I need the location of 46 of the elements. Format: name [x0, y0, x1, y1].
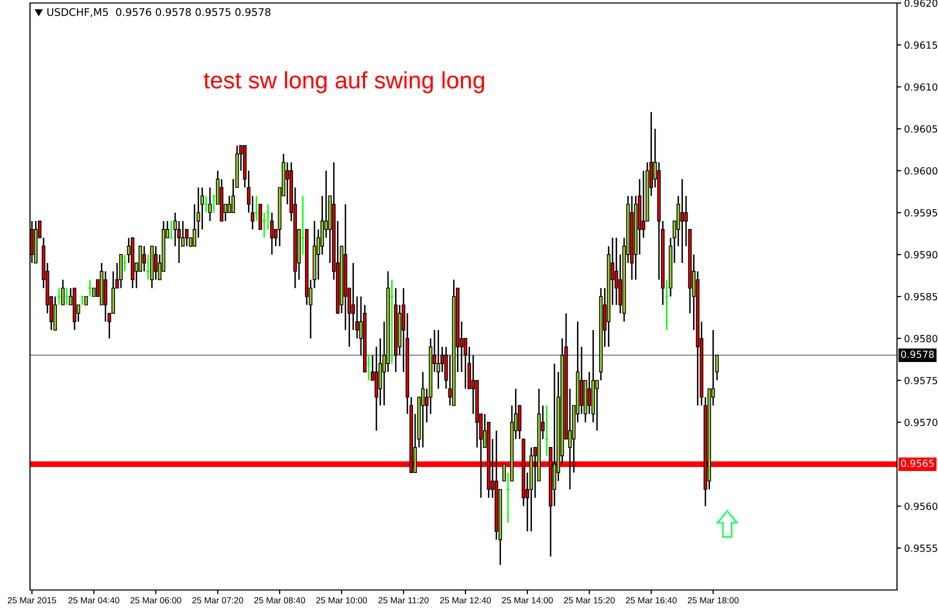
candlestick: [208, 186, 212, 222]
candlestick: [588, 371, 592, 415]
y-tick-label: 0.9560: [904, 502, 938, 510]
y-tick-label: 0.9575: [904, 376, 938, 384]
ref-line-label: 0.9578: [901, 350, 934, 358]
x-tick-label: 25 Mar 2015: [8, 597, 56, 604]
y-tick-label: 0.9615: [904, 41, 938, 49]
candlestick: [680, 178, 684, 264]
y-tick-label: 0.9585: [904, 292, 938, 300]
candlestick: [142, 245, 146, 272]
candlestick: [61, 279, 65, 306]
candlestick: [270, 212, 274, 256]
candlestick: [642, 170, 646, 238]
x-tick-label: 25 Mar 11:20: [378, 597, 429, 604]
x-tick-label: 25 Mar 10:00: [316, 597, 368, 604]
candlestick: [436, 329, 440, 390]
candlestick: [366, 354, 371, 382]
x-tick-label: 25 Mar 18:00: [688, 597, 739, 604]
x-tick-label: 25 Mar 15:20: [564, 597, 615, 604]
x-tick-label: 25 Mar 12:40: [440, 597, 491, 604]
candlestick: [300, 195, 305, 256]
candlestick: [502, 464, 506, 482]
x-tick-label: 25 Mar 06:00: [130, 597, 182, 604]
candlestick: [204, 195, 208, 214]
candlestick: [228, 195, 232, 214]
candlestick: [544, 404, 549, 457]
y-tick-label: 0.9570: [904, 418, 938, 426]
candlestick: [212, 195, 216, 214]
y-tick-label: 0.9555: [904, 544, 938, 552]
candlestick: [421, 371, 425, 448]
y-tick-label: 0.9580: [904, 334, 938, 342]
x-tick-label: 25 Mar 07:20: [192, 597, 244, 604]
x-tick-label: 25 Mar 14:00: [502, 597, 553, 604]
x-tick-label: 25 Mar 08:40: [254, 597, 306, 604]
y-tick-label: 0.9610: [904, 83, 938, 91]
candlestick: [169, 220, 174, 238]
ref-line-label: 0.9565: [901, 460, 934, 468]
y-tick-label: 0.9595: [904, 209, 938, 216]
candlestick: [154, 245, 158, 280]
y-tick-label: 0.9605: [904, 125, 938, 133]
x-tick-label: 25 Mar 16:40: [626, 597, 677, 604]
chart-title: USDCHF,M5 0.9576 0.9578 0.9575 0.9578: [47, 8, 270, 18]
x-tick-label: 25 Mar 04:40: [68, 597, 120, 604]
y-tick-label: 0.9590: [904, 251, 938, 258]
y-tick-label: 0.9600: [904, 167, 938, 175]
annotation: test sw long auf swing long: [204, 71, 484, 94]
